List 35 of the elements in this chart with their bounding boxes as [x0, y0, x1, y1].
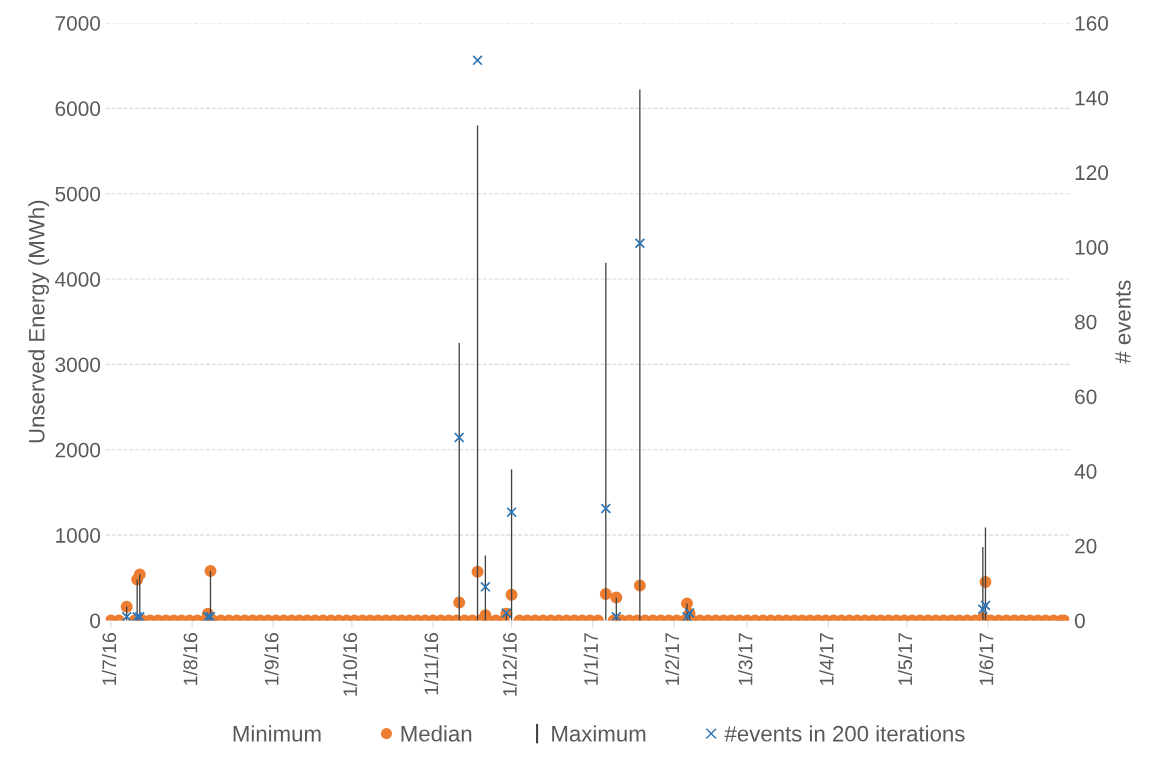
y-tick-label: 6000 — [55, 101, 101, 117]
legend-label: Median — [401, 725, 472, 742]
y2-tick-label: 80 — [1075, 314, 1097, 330]
y2-tick-label: 60 — [1075, 389, 1097, 405]
x-tick-label: 1/5/17 — [897, 633, 913, 685]
legend-label: #events in 200 iterations — [724, 725, 965, 742]
y-tick-label: 3000 — [55, 357, 101, 373]
y2-tick-label: 20 — [1075, 538, 1097, 554]
y2-tick-label: 0 — [1074, 613, 1085, 629]
x-tick-label: 1/7/16 — [101, 633, 117, 685]
y2-axis-title: # events — [1115, 280, 1131, 364]
y2-tick-label: 100 — [1075, 240, 1109, 255]
x-tick-label: 1/2/17 — [664, 633, 680, 685]
y-tick-label: 5000 — [55, 186, 101, 202]
y2-tick-label: 120 — [1075, 165, 1109, 181]
x-tick-label: 1/9/16 — [264, 633, 279, 685]
y2-tick-label: 140 — [1075, 90, 1109, 106]
x-tick-label: 1/3/17 — [738, 633, 753, 685]
x-tick-label: 1/12/16 — [502, 633, 517, 696]
y-tick-label: 1000 — [56, 528, 101, 543]
legend-label: Minimum — [233, 725, 321, 742]
y-tick-label: 7000 — [55, 15, 101, 31]
y2-tick-label: 160 — [1075, 15, 1109, 31]
x-tick-label: 1/10/16 — [342, 633, 358, 696]
y-tick-label: 0 — [90, 613, 101, 629]
x-tick-label: 1/4/17 — [819, 633, 834, 685]
y-tick-label: 2000 — [55, 442, 101, 458]
y2-tick-label: 40 — [1074, 464, 1097, 479]
y-axis-title: Unserved Energy (MWh) — [28, 200, 49, 443]
y-tick-label: 4000 — [55, 272, 101, 287]
legend-label: Maximum — [552, 725, 646, 742]
x-tick-label: 1/6/17 — [979, 633, 994, 685]
x-tick-label: 1/1/17 — [583, 633, 598, 685]
x-tick-label: 1/8/16 — [183, 633, 198, 685]
x-tick-label: 1/11/16 — [423, 633, 439, 695]
